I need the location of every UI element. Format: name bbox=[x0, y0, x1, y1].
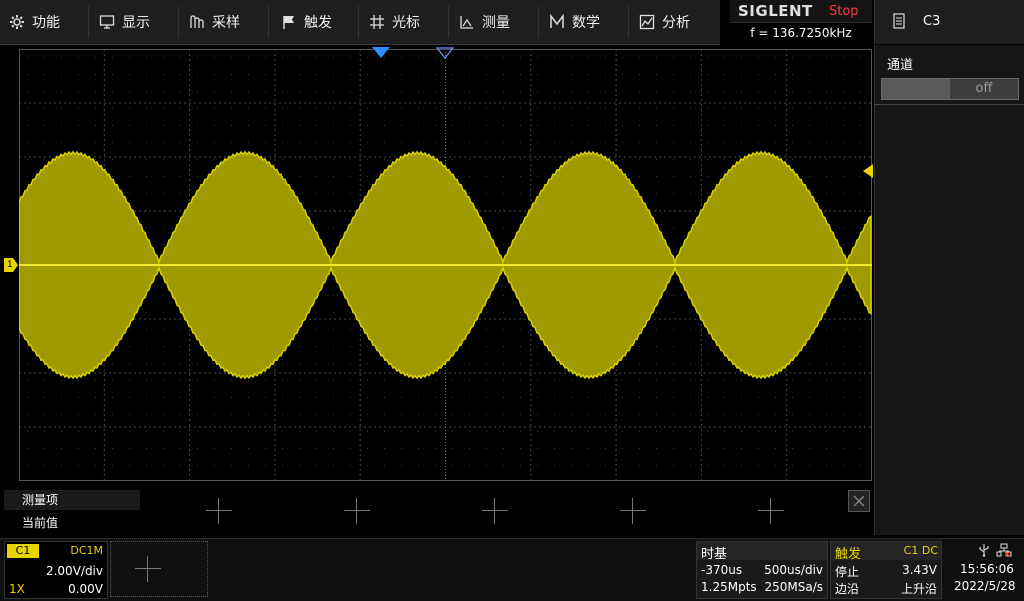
trigger-mode: 停止 bbox=[835, 565, 860, 579]
document-icon bbox=[893, 13, 905, 33]
timebase-scale: 500us/div bbox=[764, 563, 823, 577]
clock-date: 2022/5/28 bbox=[954, 579, 1016, 593]
monitor-icon bbox=[98, 13, 116, 31]
network-disconnected-icon bbox=[996, 543, 1012, 560]
sample-rate: 250MSa/s bbox=[764, 580, 823, 594]
channel-label: 通道 bbox=[887, 58, 914, 73]
frequency-counter: f = 136.7250kHz bbox=[730, 22, 872, 45]
menu-analysis[interactable]: 分析 bbox=[638, 0, 690, 44]
channel1-probe: 1X bbox=[9, 582, 25, 596]
waveform-grid[interactable] bbox=[19, 49, 872, 481]
gear-icon bbox=[8, 13, 26, 31]
ruler-icon bbox=[458, 13, 476, 31]
brand-logo: SIGLENT bbox=[738, 2, 813, 20]
menu-math-label: 数学 bbox=[572, 15, 600, 31]
math-icon bbox=[548, 13, 566, 31]
trigger-title: 触发 bbox=[835, 547, 862, 562]
trigger-level-marker[interactable] bbox=[863, 164, 873, 178]
cursor-icon bbox=[368, 13, 386, 31]
add-measurement-slot-5[interactable] bbox=[758, 498, 784, 524]
channel-toggle[interactable]: off bbox=[881, 78, 1019, 100]
close-icon[interactable] bbox=[848, 490, 870, 512]
add-measurement-slot-3[interactable] bbox=[482, 498, 508, 524]
channel1-info[interactable]: C1 DC1M 2.00V/div 1X 0.00V bbox=[4, 541, 108, 599]
trigger-type: 边沿 bbox=[835, 582, 860, 596]
add-measurement-slot-2[interactable] bbox=[344, 498, 370, 524]
ch1-offset-marker[interactable]: 1 bbox=[4, 258, 18, 272]
menu-bar: 功能 显示 采样 触发 光标 测量 数学 bbox=[0, 0, 720, 45]
analysis-icon bbox=[638, 13, 656, 31]
menu-trigger-label: 触发 bbox=[304, 15, 332, 31]
right-panel-title: C3 bbox=[923, 14, 941, 29]
trigger-slope: 上升沿 bbox=[900, 582, 937, 596]
menu-cursor[interactable]: 光标 bbox=[368, 0, 420, 44]
channel1-coupling: DC1M bbox=[70, 544, 103, 557]
brand-block: SIGLENT Stop f = 136.7250kHz bbox=[730, 0, 872, 45]
plus-icon bbox=[135, 556, 185, 582]
measurement-current: 当前值 bbox=[22, 516, 59, 530]
menu-analysis-label: 分析 bbox=[662, 15, 690, 31]
acquire-icon bbox=[188, 13, 206, 31]
trigger-level: 3.43V bbox=[902, 563, 937, 577]
right-panel-header[interactable]: C3 bbox=[874, 0, 1024, 44]
menu-measure-label: 测量 bbox=[482, 15, 510, 31]
add-measurement-slot-1[interactable] bbox=[206, 498, 232, 524]
trigger-position-marker[interactable] bbox=[372, 47, 390, 59]
menu-math[interactable]: 数学 bbox=[548, 0, 600, 44]
menu-trigger[interactable]: 触发 bbox=[280, 0, 332, 44]
timebase-title: 时基 bbox=[701, 547, 728, 562]
trigger-info[interactable]: 触发 C1 DC 停止 3.43V 边沿 上升沿 bbox=[830, 541, 942, 599]
menu-acquire[interactable]: 采样 bbox=[188, 0, 240, 44]
menu-acquire-label: 采样 bbox=[212, 15, 240, 31]
add-channel-button[interactable] bbox=[110, 541, 208, 597]
channel1-scale: 2.00V/div bbox=[45, 564, 103, 578]
menu-display-label: 显示 bbox=[122, 15, 150, 31]
channel1-offset: 0.00V bbox=[68, 582, 103, 596]
usb-icon bbox=[978, 543, 990, 560]
channel1-tag: C1 bbox=[7, 544, 39, 558]
menu-measure[interactable]: 测量 bbox=[458, 0, 510, 44]
timebase-delay: -370us bbox=[701, 563, 743, 577]
divider bbox=[875, 104, 1024, 105]
measurement-label: 测量项 bbox=[4, 490, 140, 510]
menu-function-label: 功能 bbox=[32, 15, 60, 31]
channel-toggle-state: off bbox=[950, 79, 1018, 99]
clock-time: 15:56:06 bbox=[960, 562, 1014, 576]
center-time-marker[interactable] bbox=[436, 47, 454, 59]
trigger-source: C1 DC bbox=[903, 544, 938, 557]
flag-icon bbox=[280, 13, 298, 31]
measurement-strip: 测量项 当前值 bbox=[0, 488, 872, 536]
right-panel: 通道 off bbox=[874, 45, 1024, 535]
memory-depth: 1.25Mpts bbox=[701, 580, 757, 594]
timebase-info[interactable]: 时基 -370us 500us/div 1.25Mpts 250MSa/s bbox=[696, 541, 828, 599]
menu-cursor-label: 光标 bbox=[392, 15, 420, 31]
menu-function[interactable]: 功能 bbox=[8, 0, 60, 44]
ch1-offset-marker-label: 1 bbox=[7, 260, 13, 270]
add-measurement-slot-4[interactable] bbox=[620, 498, 646, 524]
run-state-indicator[interactable]: Stop bbox=[829, 4, 859, 19]
system-clock: 15:56:06 2022/5/28 bbox=[944, 541, 1024, 597]
menu-display[interactable]: 显示 bbox=[98, 0, 150, 44]
